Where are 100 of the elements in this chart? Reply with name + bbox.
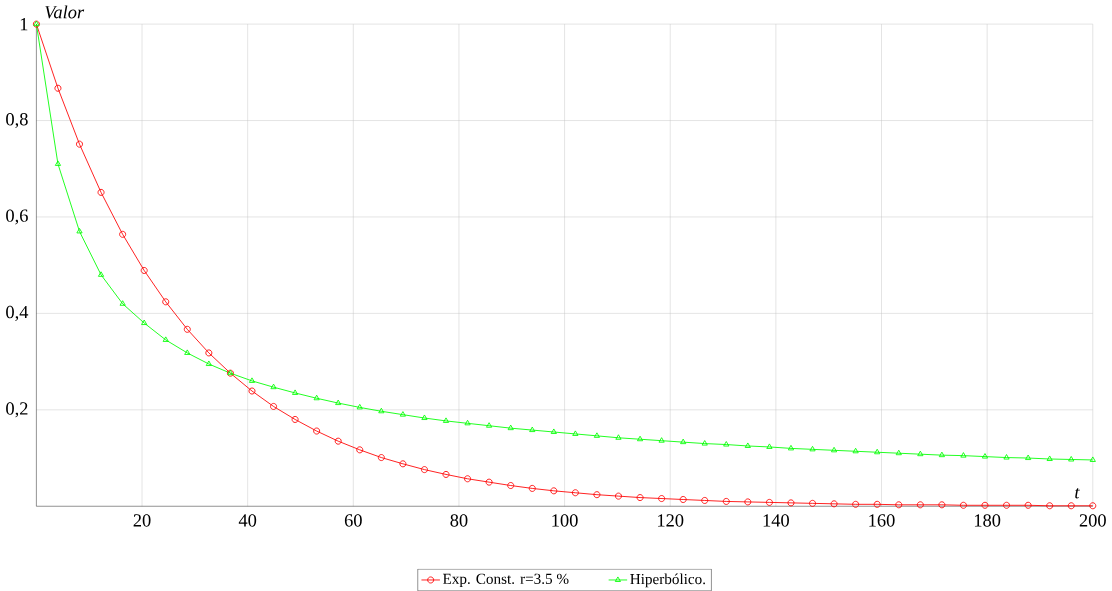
point [1025,454,1032,460]
x-tick-label: 180 [974,514,1001,527]
point [959,501,967,509]
point [270,383,277,390]
point [916,501,924,509]
point [292,389,299,395]
point [507,424,514,431]
point [550,487,558,495]
point [809,445,816,452]
point [679,496,687,503]
point [744,442,751,448]
point [723,441,730,447]
y-tick-label: 1 [20,18,28,31]
point [572,430,579,436]
point [895,449,902,456]
point [420,466,428,474]
point [614,492,622,500]
point [184,349,191,355]
point [960,452,967,458]
point [205,360,212,366]
point [1046,502,1054,510]
point [981,501,989,509]
x-tick-label: 40 [238,514,257,527]
point [356,403,363,410]
point [399,411,406,417]
point [529,426,536,433]
point [119,300,126,306]
point [248,387,256,395]
point [313,394,320,401]
point [765,498,773,506]
point [291,415,299,423]
point [787,444,795,451]
point [938,451,945,458]
x-axis-title: t [1075,487,1080,499]
point [766,443,773,449]
point [507,482,515,489]
point [485,478,493,486]
point [658,437,665,443]
point [464,475,472,483]
point [54,84,62,92]
point [722,497,730,505]
point [701,496,709,504]
x-tick-label: 160 [869,514,895,527]
point [852,500,860,508]
point [54,160,61,166]
point [593,491,601,499]
point [248,377,256,383]
y-tick-label: 0,4 [6,305,29,321]
point [787,499,795,507]
point [658,495,666,503]
point [442,417,450,423]
point [141,319,148,325]
point [97,188,105,196]
x-tick-label: 120 [658,514,684,527]
point [637,435,644,442]
point [981,453,989,459]
point [636,494,644,502]
point [550,428,557,434]
x-tick-label: 80 [450,514,468,527]
point [1046,455,1053,461]
point [205,349,213,357]
point [1089,456,1096,462]
point [399,460,407,468]
point [76,227,83,234]
point [356,446,364,454]
point [852,447,859,454]
point [97,271,105,277]
legend-label: Exp. Const. r=3.5 % [442,573,569,588]
point [809,499,816,507]
point [1089,502,1097,510]
point [270,402,278,410]
x-tick-label: 20 [133,514,151,527]
point [615,434,622,440]
point [830,500,838,508]
point [162,298,170,306]
point [593,432,600,438]
point [486,422,493,428]
point [421,414,428,420]
point [917,450,924,457]
point [701,440,708,446]
point [1068,456,1075,462]
point [874,448,881,455]
point [335,399,342,406]
point [313,427,321,435]
point [831,446,838,453]
point [378,407,385,414]
point [873,500,881,508]
point [442,470,450,478]
point [571,489,579,497]
point [680,438,687,445]
point [1024,501,1032,509]
x-tick-label: 140 [763,514,789,527]
y-tick-label: 0,8 [6,112,28,129]
y-tick-label: 0,6 [6,209,28,225]
point [1067,502,1075,510]
point [895,501,903,509]
point [334,437,342,445]
point [528,484,536,492]
point [183,325,191,333]
point [464,419,471,426]
